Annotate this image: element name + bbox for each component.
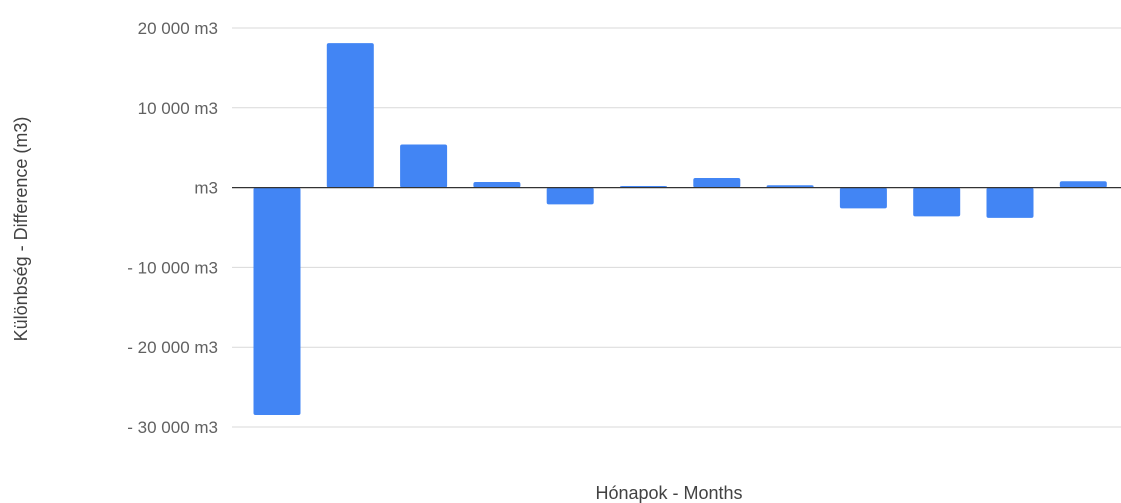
bars-group bbox=[253, 43, 1107, 416]
x-axis-title: Hónapok - Months bbox=[595, 483, 742, 503]
bar bbox=[839, 187, 887, 209]
bar bbox=[913, 187, 961, 217]
bar bbox=[693, 178, 741, 188]
y-tick-label: 20 000 m3 bbox=[138, 19, 218, 38]
bar bbox=[546, 187, 594, 205]
y-tick-labels: 20 000 m3 10 000 m3 m3 - 10 000 m3 - 20 000 … bbox=[127, 19, 218, 437]
bar bbox=[986, 187, 1034, 218]
y-tick-label: - 30 000 m3 bbox=[127, 418, 218, 437]
bar bbox=[400, 144, 448, 188]
y-tick-label: m3 bbox=[194, 179, 218, 198]
y-axis-title: Különbség - Difference (m3) bbox=[11, 117, 31, 342]
bar bbox=[1059, 181, 1107, 188]
bar bbox=[326, 43, 374, 188]
y-tick-label: 10 000 m3 bbox=[138, 99, 218, 118]
grid-lines bbox=[232, 27, 1121, 428]
bar bbox=[473, 182, 521, 188]
y-tick-label: - 10 000 m3 bbox=[127, 258, 218, 277]
y-tick-label: - 20 000 m3 bbox=[127, 338, 218, 357]
bar bbox=[253, 187, 301, 416]
